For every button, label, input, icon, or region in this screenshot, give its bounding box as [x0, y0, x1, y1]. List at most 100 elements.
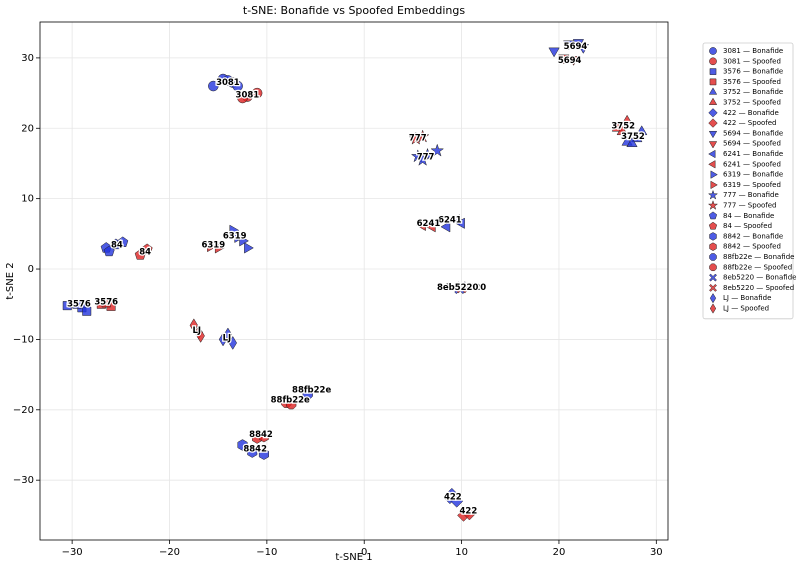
- legend-label: 777 — Spoofed: [723, 202, 776, 210]
- y-tick-label: 20: [21, 123, 34, 134]
- annotation: 8842: [243, 445, 267, 455]
- point: [420, 147, 435, 161]
- legend-label: 3752 — Spoofed: [723, 99, 781, 107]
- annotation: 8eb5220: [437, 283, 479, 293]
- x-tick-label: −30: [62, 547, 83, 558]
- legend-label: 5694 — Bonafide: [723, 129, 783, 137]
- x-tick-label: 10: [455, 547, 468, 558]
- legend-marker: [709, 273, 717, 282]
- y-tick-label: −10: [13, 334, 34, 345]
- point: [302, 389, 313, 400]
- point: [117, 236, 129, 247]
- point: [258, 430, 269, 443]
- point: [251, 87, 263, 99]
- legend-frame: [702, 42, 794, 320]
- point: [616, 125, 628, 136]
- point: [237, 439, 248, 451]
- y-tick-label: −30: [13, 475, 34, 486]
- point: [455, 217, 465, 229]
- x-tick-label: −20: [159, 547, 180, 558]
- legend-marker: [708, 211, 718, 220]
- x-tick-label: −10: [256, 547, 277, 558]
- y-axis-label: t-SNE 2: [5, 262, 16, 299]
- legend-marker: [709, 47, 717, 55]
- point: [445, 487, 459, 501]
- legend-label: 8842 — Bonafide: [723, 232, 783, 240]
- legend-marker: [708, 221, 718, 230]
- legend-label: LJ — Spoofed: [723, 305, 769, 313]
- legend-marker: [707, 200, 719, 210]
- legend-label: 8eb5220 — Bonafide: [723, 274, 796, 282]
- point: [425, 221, 436, 233]
- legend-marker: [709, 68, 717, 75]
- legend-marker: [708, 149, 716, 159]
- legend-marker: [710, 170, 718, 179]
- annotation: 5694: [564, 42, 588, 52]
- annotation: 3752: [611, 122, 635, 132]
- legend-marker: [709, 303, 717, 314]
- point: [415, 152, 430, 166]
- point: [228, 335, 237, 350]
- point: [626, 137, 638, 148]
- point: [440, 221, 451, 233]
- legend-label: 84 — Bonafide: [723, 212, 774, 220]
- legend-label: 8842 — Spoofed: [723, 243, 781, 251]
- point: [196, 328, 205, 343]
- legend-marker: [710, 180, 718, 190]
- point: [548, 47, 560, 58]
- annotation: 3576: [94, 298, 118, 308]
- point: [286, 399, 297, 410]
- point: [62, 301, 72, 311]
- legend-label: 5694 — Spoofed: [723, 140, 781, 148]
- point: [234, 231, 245, 243]
- legend-label: 3081 — Spoofed: [723, 57, 781, 65]
- annotation: 777: [409, 134, 427, 144]
- annotation: 6319: [201, 241, 225, 251]
- annotation: 6319: [223, 231, 247, 241]
- point: [572, 39, 585, 49]
- annotation: 5694: [558, 56, 582, 66]
- point: [636, 125, 648, 136]
- legend-marker: [708, 118, 718, 128]
- point: [101, 298, 111, 308]
- legend-label: 3752 — Bonafide: [723, 88, 783, 96]
- point: [611, 121, 624, 132]
- legend-label: 88fb22e — Bonafide: [723, 253, 794, 261]
- legend-marker: [708, 141, 718, 149]
- annotation: 8842: [249, 430, 273, 440]
- annotation: 3081: [236, 91, 260, 101]
- y-tick-label: 0: [28, 264, 34, 275]
- annotation: 422: [444, 493, 462, 503]
- legend-marker: [708, 97, 718, 105]
- point: [430, 143, 445, 157]
- legend-marker: [709, 263, 717, 272]
- annotation: 6241: [438, 215, 462, 225]
- annotation: 88fb22e: [271, 395, 310, 405]
- legend-marker: [709, 253, 717, 261]
- legend-label: 6319 — Bonafide: [723, 171, 783, 179]
- annotation: 84: [111, 241, 123, 251]
- chart-title: t-SNE: Bonafide vs Spoofed Embeddings: [243, 4, 465, 17]
- legend-label: 3576 — Spoofed: [723, 78, 781, 86]
- legend-label: LJ — Bonafide: [723, 294, 771, 302]
- legend-marker: [707, 189, 719, 200]
- plot-frame: [39, 21, 669, 541]
- legend-marker: [709, 78, 717, 86]
- point: [567, 56, 580, 66]
- point: [577, 44, 589, 54]
- point: [222, 75, 234, 86]
- point: [621, 114, 633, 125]
- legend-marker: [709, 283, 717, 292]
- point: [463, 507, 476, 521]
- point: [189, 318, 199, 333]
- point: [103, 245, 115, 257]
- point: [244, 242, 254, 254]
- legend-label: 8eb5220 — Spoofed: [723, 284, 794, 292]
- annotation: 3081: [216, 78, 240, 88]
- point: [214, 242, 225, 254]
- legend-marker: [709, 242, 717, 251]
- point: [237, 92, 248, 104]
- legend-label: 3081 — Bonafide: [723, 47, 783, 55]
- point: [563, 40, 575, 51]
- legend-marker: [709, 232, 717, 241]
